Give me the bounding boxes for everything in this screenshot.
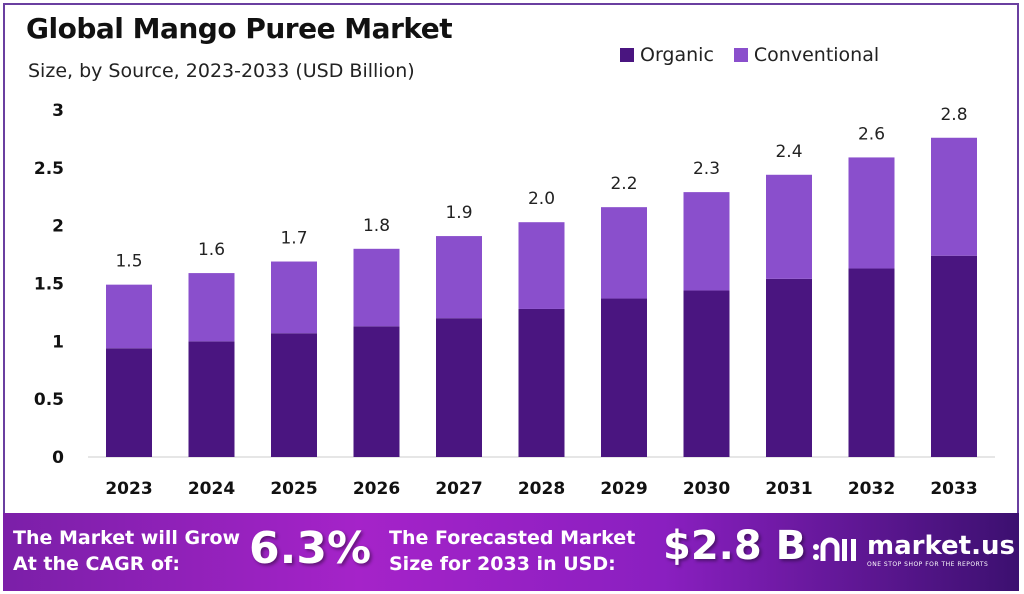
chart-subtitle: Size, by Source, 2023-2033 (USD Billion) bbox=[28, 60, 415, 82]
legend-item-conventional: Conventional bbox=[733, 44, 879, 66]
bar-organic bbox=[353, 326, 400, 457]
bar-conventional bbox=[766, 174, 812, 279]
bar-conventional bbox=[848, 157, 895, 269]
bar-total-label: 2.4 bbox=[775, 142, 802, 162]
bar-conventional bbox=[601, 207, 647, 299]
legend-swatch bbox=[620, 48, 634, 62]
bar-total-label: 2.3 bbox=[693, 159, 720, 179]
x-tick-label: 2028 bbox=[518, 479, 565, 499]
x-tick-label: 2029 bbox=[600, 479, 647, 499]
x-tick-label: 2032 bbox=[848, 479, 895, 499]
chart-plot: 0 0.5 1 1.5 2 2.5 3 1.5 2023 1.6 2024 1.7 2025 1.8 202… bbox=[34, 101, 995, 499]
bar-conventional bbox=[271, 261, 317, 334]
bar-conventional bbox=[353, 248, 400, 327]
bar-organic bbox=[106, 348, 152, 457]
cagr-label: The Market will Grow At the CAGR of: bbox=[13, 527, 241, 575]
y-tick-label: 1.5 bbox=[34, 275, 64, 295]
bar-conventional bbox=[518, 222, 565, 309]
legend: Organic Conventional bbox=[620, 44, 879, 66]
forecast-label: The Forecasted Market Size for 2033 in US… bbox=[389, 527, 636, 575]
bar-conventional bbox=[436, 236, 482, 319]
bar-total-label: 1.8 bbox=[363, 216, 390, 236]
chart-title: Global Mango Puree Market bbox=[26, 12, 453, 45]
x-tick-label: 2024 bbox=[188, 479, 235, 499]
bar-organic bbox=[271, 333, 317, 457]
bar-conventional bbox=[106, 284, 152, 349]
bar-conventional bbox=[188, 273, 235, 342]
bar-organic bbox=[848, 268, 895, 457]
chart-frame bbox=[3, 3, 1019, 513]
bar-conventional bbox=[931, 137, 977, 256]
legend-item-organic: Organic bbox=[620, 44, 714, 66]
x-tick-label: 2025 bbox=[270, 479, 317, 499]
x-tick-label: 2026 bbox=[353, 479, 400, 499]
market-us-logo: market.us ONE STOP SHOP FOR THE REPORTS bbox=[811, 531, 1015, 568]
bar-organic bbox=[766, 278, 812, 457]
y-tick-label: 1 bbox=[52, 332, 64, 352]
bar-organic bbox=[931, 255, 977, 457]
x-tick-label: 2031 bbox=[765, 479, 812, 499]
bar-organic bbox=[188, 341, 235, 457]
x-tick-label: 2033 bbox=[930, 479, 977, 499]
bar-organic bbox=[518, 308, 565, 457]
bar-total-label: 2.8 bbox=[940, 105, 967, 125]
y-tick-label: 2 bbox=[52, 217, 64, 237]
bar-organic bbox=[601, 298, 647, 457]
y-tick-label: 0 bbox=[52, 448, 64, 468]
bar-total-label: 1.6 bbox=[198, 240, 225, 260]
bar-total-label: 1.9 bbox=[445, 203, 472, 223]
x-tick-label: 2027 bbox=[435, 479, 482, 499]
bar-conventional bbox=[683, 192, 730, 291]
bar-total-label: 2.6 bbox=[858, 124, 885, 144]
cagr-value: 6.3% bbox=[249, 523, 372, 574]
x-tick-label: 2030 bbox=[683, 479, 730, 499]
legend-swatch bbox=[733, 48, 748, 62]
y-tick-label: 2.5 bbox=[34, 159, 64, 179]
x-tick-label: 2023 bbox=[105, 479, 152, 499]
bar-total-label: 2.2 bbox=[610, 174, 637, 194]
logo-icon bbox=[813, 537, 856, 561]
bar-total-label: 2.0 bbox=[528, 189, 555, 209]
y-tick-label: 3 bbox=[52, 101, 64, 121]
bar-organic bbox=[683, 290, 730, 457]
bar-total-label: 1.7 bbox=[280, 229, 307, 249]
summary-banner: The Market will Grow At the CAGR of: 6.3%… bbox=[3, 513, 1019, 591]
y-tick-label: 0.5 bbox=[34, 390, 64, 410]
bar-total-label: 1.5 bbox=[115, 252, 142, 272]
forecast-value: $2.8 B bbox=[663, 523, 807, 569]
bar-organic bbox=[436, 318, 482, 457]
